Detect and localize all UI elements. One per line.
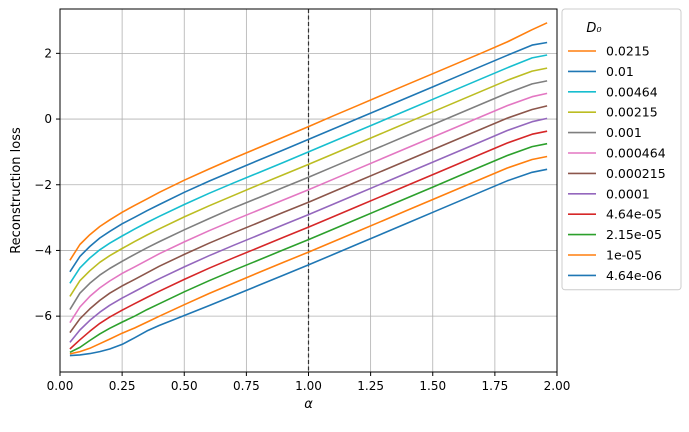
- x-tick-label: 1.75: [482, 379, 509, 393]
- series-line: [69, 130, 548, 350]
- series-line: [69, 41, 548, 273]
- series-line: [69, 105, 548, 334]
- legend-title: D₀: [586, 21, 602, 36]
- legend-label: 0.0001: [606, 186, 650, 201]
- y-axis-label: Reconstruction loss: [9, 127, 24, 254]
- legend-label: 2.15e-05: [606, 227, 662, 242]
- series-line: [69, 155, 548, 355]
- legend-label: 0.01: [606, 64, 634, 79]
- x-tick-label: 0.75: [233, 379, 260, 393]
- y-tick-label: 2: [44, 46, 52, 60]
- y-tick-label: −2: [34, 178, 52, 192]
- series-line: [69, 54, 548, 284]
- legend-box: [561, 8, 682, 291]
- legend-label: 4.64e-05: [606, 207, 662, 222]
- legend-label: 0.001: [606, 125, 642, 140]
- legend-label: 4.64e-06: [606, 268, 662, 283]
- y-tick-label: −4: [34, 243, 52, 257]
- series-lines: [69, 22, 548, 357]
- x-tick-label: 2.00: [544, 379, 571, 393]
- series-line: [69, 117, 548, 343]
- series-line: [69, 22, 548, 261]
- legend: D₀ 0.0215 0.01 0.00464 0.00215 0.001 0.000464…: [561, 8, 682, 291]
- legend-label: 0.00464: [606, 84, 658, 99]
- x-tick-label: 1.25: [357, 379, 384, 393]
- legend-items: 0.0215 0.01 0.00464 0.00215 0.001 0.000464 0.0…: [568, 44, 666, 283]
- series-line: [69, 168, 548, 357]
- x-tick-label: 0.25: [109, 379, 136, 393]
- x-tick-label: 0.50: [171, 379, 198, 393]
- legend-label: 0.000464: [606, 146, 666, 161]
- series-line: [69, 92, 548, 324]
- x-axis-ticks: 0.00 0.25 0.50 0.75 1.00 1.25 1.50 1.75 2.00: [47, 372, 571, 393]
- series-line: [69, 67, 548, 297]
- x-tick-label: 0.00: [47, 379, 74, 393]
- legend-label: 0.0215: [606, 44, 650, 59]
- series-line: [69, 80, 548, 311]
- y-axis-ticks: −6 −4 −2 0 2: [34, 46, 60, 323]
- y-tick-label: −6: [34, 309, 52, 323]
- x-tick-label: 1.00: [295, 379, 322, 393]
- x-axis-label: α: [304, 397, 313, 412]
- x-tick-label: 1.50: [419, 379, 446, 393]
- y-tick-label: 0: [44, 112, 52, 126]
- legend-label: 0.00215: [606, 105, 658, 120]
- legend-label: 1e-05: [606, 248, 642, 263]
- legend-label: 0.000215: [606, 166, 666, 181]
- series-line: [69, 142, 548, 354]
